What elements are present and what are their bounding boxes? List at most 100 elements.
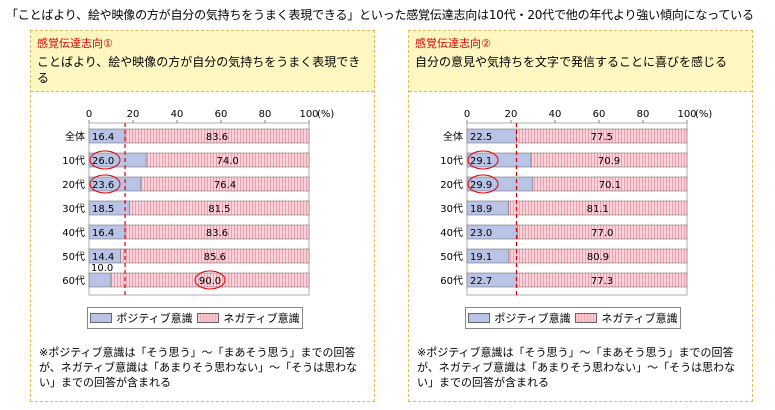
x-tick-label: 60	[593, 109, 606, 120]
data-label: 76.4	[214, 180, 236, 191]
bar-negative	[508, 248, 688, 264]
legend-label-positive: ポジティブ意識	[116, 312, 193, 325]
x-tick-label: 0	[86, 109, 92, 120]
bar-negative	[129, 200, 310, 216]
data-label: 22.7	[470, 276, 492, 287]
data-label: 29.1	[470, 156, 492, 167]
bar-negative	[516, 128, 688, 144]
data-label: 90.0	[199, 276, 221, 287]
data-label: 74.0	[216, 156, 238, 167]
highlight-circle	[89, 150, 121, 170]
highlight-circle	[89, 174, 121, 194]
legend-swatch-positive	[468, 313, 491, 323]
legend-swatch-positive	[90, 313, 113, 323]
legend: ポジティブ意識 ネガティブ意識	[465, 307, 681, 329]
x-tick-label: 0	[464, 109, 470, 120]
data-label: 14.4	[92, 252, 114, 263]
data-label: 23.6	[92, 180, 114, 191]
bar-negative	[124, 128, 310, 144]
panel-header: 感覚伝達志向① ことばより、絵や映像の方が自分の気持ちをうまく表現できる	[31, 31, 374, 91]
x-tick-label: 40	[549, 109, 562, 120]
data-label: 77.5	[591, 132, 613, 143]
headline: 「ことばより、絵や映像の方が自分の気持ちをうまく表現できる」といった感覚伝達志向…	[6, 8, 754, 22]
category-label: 30代	[440, 203, 463, 215]
bar-negative	[140, 176, 310, 192]
data-label: 81.1	[587, 204, 609, 215]
legend-item-negative: ネガティブ意識	[575, 310, 678, 326]
category-label: 60代	[62, 275, 85, 287]
panel-divider	[409, 91, 752, 92]
legend-label-negative: ネガティブ意識	[601, 312, 678, 325]
x-tick-label: 40	[171, 109, 184, 120]
legend-swatch-negative	[197, 313, 220, 323]
panel-header: 感覚伝達志向② 自分の意見や気持ちを文字で発信することに喜びを感じる	[409, 31, 752, 91]
legend-item-positive: ポジティブ意識	[468, 310, 571, 326]
highlight-circle	[467, 174, 499, 194]
category-label: 20代	[440, 179, 463, 191]
x-unit-label: (%)	[695, 109, 712, 120]
panel-description: 自分の意見や気持ちを文字で発信することに喜びを感じる	[415, 55, 728, 69]
category-label: 50代	[440, 251, 463, 263]
category-label: 全体	[65, 130, 85, 143]
data-label: 83.6	[206, 228, 228, 239]
data-label: 16.4	[92, 228, 114, 239]
legend: ポジティブ意識 ネガティブ意識	[87, 307, 303, 329]
x-tick-label: 20	[127, 109, 140, 120]
data-label: 77.0	[591, 228, 613, 239]
data-label: 18.9	[470, 204, 492, 215]
bar-negative	[120, 248, 310, 264]
stacked-bar-chart-1: 0 20 40 60 80 100(%) 全体 16.4 83.6 10代 26.0 74.0 20代 2…	[62, 109, 334, 296]
category-label: 10代	[62, 155, 85, 167]
data-label: 16.4	[92, 132, 114, 143]
legend-item-positive: ポジティブ意識	[90, 310, 193, 326]
data-label: 81.5	[208, 204, 230, 215]
bar-negative	[532, 176, 688, 192]
data-label: 80.9	[587, 252, 609, 263]
panel-sensory-1: 感覚伝達志向① ことばより、絵や映像の方が自分の気持ちをうまく表現できる 0 20…	[30, 30, 375, 402]
x-unit-label: (%)	[317, 109, 334, 120]
legend-item-negative: ネガティブ意識	[197, 310, 300, 326]
bar-negative	[508, 200, 688, 216]
category-label: 60代	[440, 275, 463, 287]
highlight-circle	[467, 150, 499, 170]
panel-title: 感覚伝達志向①	[37, 37, 113, 50]
data-label: 10.0	[91, 263, 113, 274]
data-label: 70.1	[599, 180, 621, 191]
panel-sensory-2: 感覚伝達志向② 自分の意見や気持ちを文字で発信することに喜びを感じる 0 20 40…	[408, 30, 753, 402]
data-label: 85.6	[204, 252, 226, 263]
data-label: 19.1	[470, 252, 492, 263]
x-tick-label: 80	[259, 109, 272, 120]
x-tick-label: 100	[299, 109, 318, 120]
x-tick-label: 60	[215, 109, 228, 120]
data-label: 70.9	[598, 156, 620, 167]
category-label: 40代	[440, 227, 463, 239]
x-tick-label: 80	[637, 109, 650, 120]
category-label: 40代	[62, 227, 85, 239]
data-label: 18.5	[92, 204, 114, 215]
data-label: 77.3	[591, 276, 613, 287]
legend-label-positive: ポジティブ意識	[494, 312, 571, 325]
data-label: 26.0	[92, 156, 114, 167]
data-label: 22.5	[470, 132, 492, 143]
data-label: 23.0	[470, 228, 492, 239]
bar-negative	[145, 152, 310, 168]
legend-label-negative: ネガティブ意識	[223, 312, 300, 325]
stacked-bar-chart-2: 0 20 40 60 80 100(%) 全体 22.5 77.5 10代 29.1 70.9 20代 2…	[440, 109, 712, 296]
category-label: 30代	[62, 203, 85, 215]
panel-divider	[31, 91, 374, 92]
bar-negative	[110, 272, 310, 288]
data-label: 29.9	[470, 180, 492, 191]
legend-swatch-negative	[575, 313, 598, 323]
panel-description: ことばより、絵や映像の方が自分の気持ちをうまく表現できる	[37, 55, 361, 85]
bar-negative	[517, 224, 688, 240]
x-tick-label: 100	[677, 109, 696, 120]
footnote: ※ポジティブ意識は「そう思う」〜「まあそう思う」までの回答が、ネガティブ意識は「…	[39, 346, 358, 389]
category-label: 50代	[62, 251, 85, 263]
footnote: ※ポジティブ意識は「そう思う」〜「まあそう思う」までの回答が、ネガティブ意識は「…	[417, 346, 736, 389]
highlight-circle	[194, 270, 226, 290]
bar-negative	[530, 152, 688, 168]
panel-title: 感覚伝達志向②	[415, 37, 491, 50]
data-label: 83.6	[206, 132, 228, 143]
bar-positive	[88, 272, 112, 288]
category-label: 10代	[440, 155, 463, 167]
